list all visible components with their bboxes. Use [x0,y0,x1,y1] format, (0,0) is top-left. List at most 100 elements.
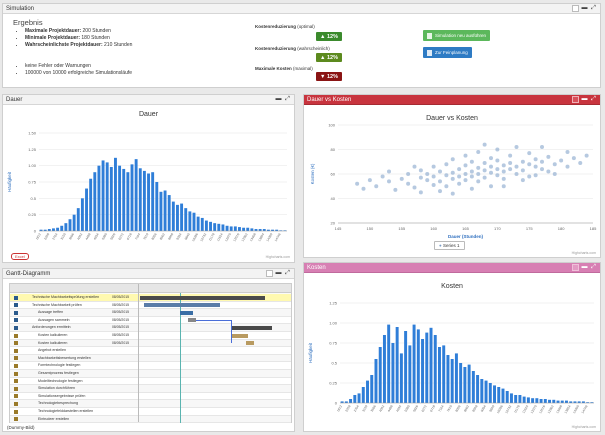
x-tick-label: 185 [590,226,597,231]
task-label: Kosten kalkulieren [38,333,68,337]
expand-icon[interactable]: ⤢ [285,270,290,276]
summary-panel: Simulation ▬ ⤢ Ergebnis Maximale Projekt… [2,3,601,88]
histogram-bar [163,190,167,231]
export-excel-button[interactable]: Excel [11,253,29,260]
task-icon [14,325,18,330]
maximize-icon[interactable] [572,5,579,12]
maximize-icon[interactable] [572,264,579,271]
task-icon [14,333,18,338]
gantt-bar[interactable] [246,341,254,346]
scatter-point [418,175,423,180]
task-label: Technologiefelddarstellen erstellen [38,409,94,413]
gantt-bar[interactable] [180,310,193,315]
gantt-task-row[interactable]: Formtechnologie festlegen [10,362,291,370]
scatter-point [489,184,493,189]
x-tick-label: 9394 [175,232,182,240]
y-tick-label: 1.50 [28,131,37,136]
x-tick-label: 11178 [208,232,216,241]
gantt-panel-header: Gantt-Diagramm ▬ ⤢ [3,269,294,279]
gantt-bar[interactable] [188,318,196,323]
gantt-task-row[interactable]: Modelltechnologie festlegen [10,377,291,386]
gantt-task-row[interactable]: Eintrudeer erstellen [10,415,291,424]
gantt-task-row[interactable]: Machbarkeitsbewertung erstellen [10,354,291,363]
gantt-caption: (Dummy-Bild) [7,425,35,430]
gantt-task-row[interactable]: Simulationsergebnisse prüfen [10,392,291,401]
gantt-task-row[interactable]: Anforderungen ermitteln 08/05/2015 [10,324,291,332]
note-item: keine Fehler oder Warnungen [25,63,132,70]
gantt-task-row[interactable]: Gesamtprozess festlegen [10,370,291,378]
minimize-icon[interactable]: ▬ [275,270,282,276]
histogram-bar [142,170,146,231]
gantt-task-row[interactable]: Aussagen sammeln 08/05/2015 [10,316,291,325]
gantt-task-row[interactable]: Angebot erstellen [10,347,291,355]
gantt-bar[interactable] [140,295,265,300]
maximize-icon[interactable] [266,270,273,277]
scatter-point [476,165,481,170]
task-date: 08/05/2015 [112,340,129,345]
scatter-point [527,151,532,156]
expand-icon[interactable]: ⤢ [285,96,290,102]
scatter-point [469,174,474,179]
histogram-bar [233,226,237,231]
chart-title: Dauer [138,111,159,118]
x-tick-label: 4042 [76,232,83,240]
histogram-bar [548,399,552,403]
gantt-task-row[interactable]: Technologiefelddarstellen erstellen [10,408,291,416]
scatter-point [438,189,442,194]
gantt-task-row[interactable]: Kosten kalkulieren 08/05/2015 [10,332,291,340]
expand-icon[interactable]: ⤢ [591,264,596,270]
task-label: Angebot erstellen [38,348,66,353]
task-icon [14,295,18,300]
expand-icon[interactable]: ⤢ [591,96,596,102]
histogram-bar [56,227,60,231]
maximize-icon[interactable] [572,96,579,103]
gantt-bar[interactable] [232,325,272,330]
x-tick-label: 6718 [429,404,436,412]
histogram-bar [484,380,488,403]
histogram-bar [454,353,458,403]
task-icon [14,348,18,353]
arrow-up-icon: ▲ [320,33,327,40]
y-axis-label: Kosten (€) [310,163,315,184]
legend-series-1[interactable]: ● Series 1 [434,241,465,250]
fine-planning-button[interactable]: Zur Feinplanung [423,47,472,58]
histogram-bar [176,204,179,231]
gantt-task-row[interactable]: Simulation durchführen [10,385,291,393]
histogram-bar [76,208,80,231]
minimize-icon[interactable]: ▬ [581,264,588,270]
minimize-icon[interactable]: ▬ [581,5,588,11]
scatter-point [450,176,455,181]
gantt-task-row[interactable]: Aussage treffen 08/05/2015 [10,309,291,317]
histogram-bar [209,221,212,231]
task-date: 08/05/2015 [112,295,129,299]
gantt-bar[interactable] [232,333,248,338]
gantt-task-row[interactable]: Technologiebesprechung [10,400,291,408]
histogram-bar [514,395,518,403]
x-tick-label: 4042 [378,404,385,412]
scatter-point [361,186,366,191]
kpi-label: Maximale Kosten (maximal) [255,66,313,71]
scatter-point [520,168,525,173]
chart-credit: Highcharts.com [265,255,290,259]
x-tick-label: 12516 [538,404,546,414]
expand-icon[interactable]: ⤢ [591,5,596,11]
scatter-point [412,164,417,169]
gantt-task-row[interactable]: Kosten kalkulieren 08/05/2015 [10,339,291,348]
x-tick-label: 13408 [555,404,563,414]
rerun-simulation-button[interactable]: Simulation neu ausführen [423,30,491,41]
minimize-icon[interactable]: ▬ [581,96,588,102]
y-tick-label: 60 [331,172,336,177]
x-tick-label: 4488 [85,232,92,240]
task-icon [14,303,18,308]
scatter-point [482,142,487,147]
minimize-icon[interactable]: ▬ [275,96,282,102]
scatter-point [508,160,513,165]
histogram-bar [250,228,254,231]
scatter-point [495,158,500,163]
gantt-bar[interactable] [144,303,220,308]
histogram-bar [159,191,163,231]
histogram-bar [480,379,484,403]
scatter-point [431,183,436,188]
histogram-bar [412,324,416,403]
x-tick-label: 12962 [547,404,555,414]
